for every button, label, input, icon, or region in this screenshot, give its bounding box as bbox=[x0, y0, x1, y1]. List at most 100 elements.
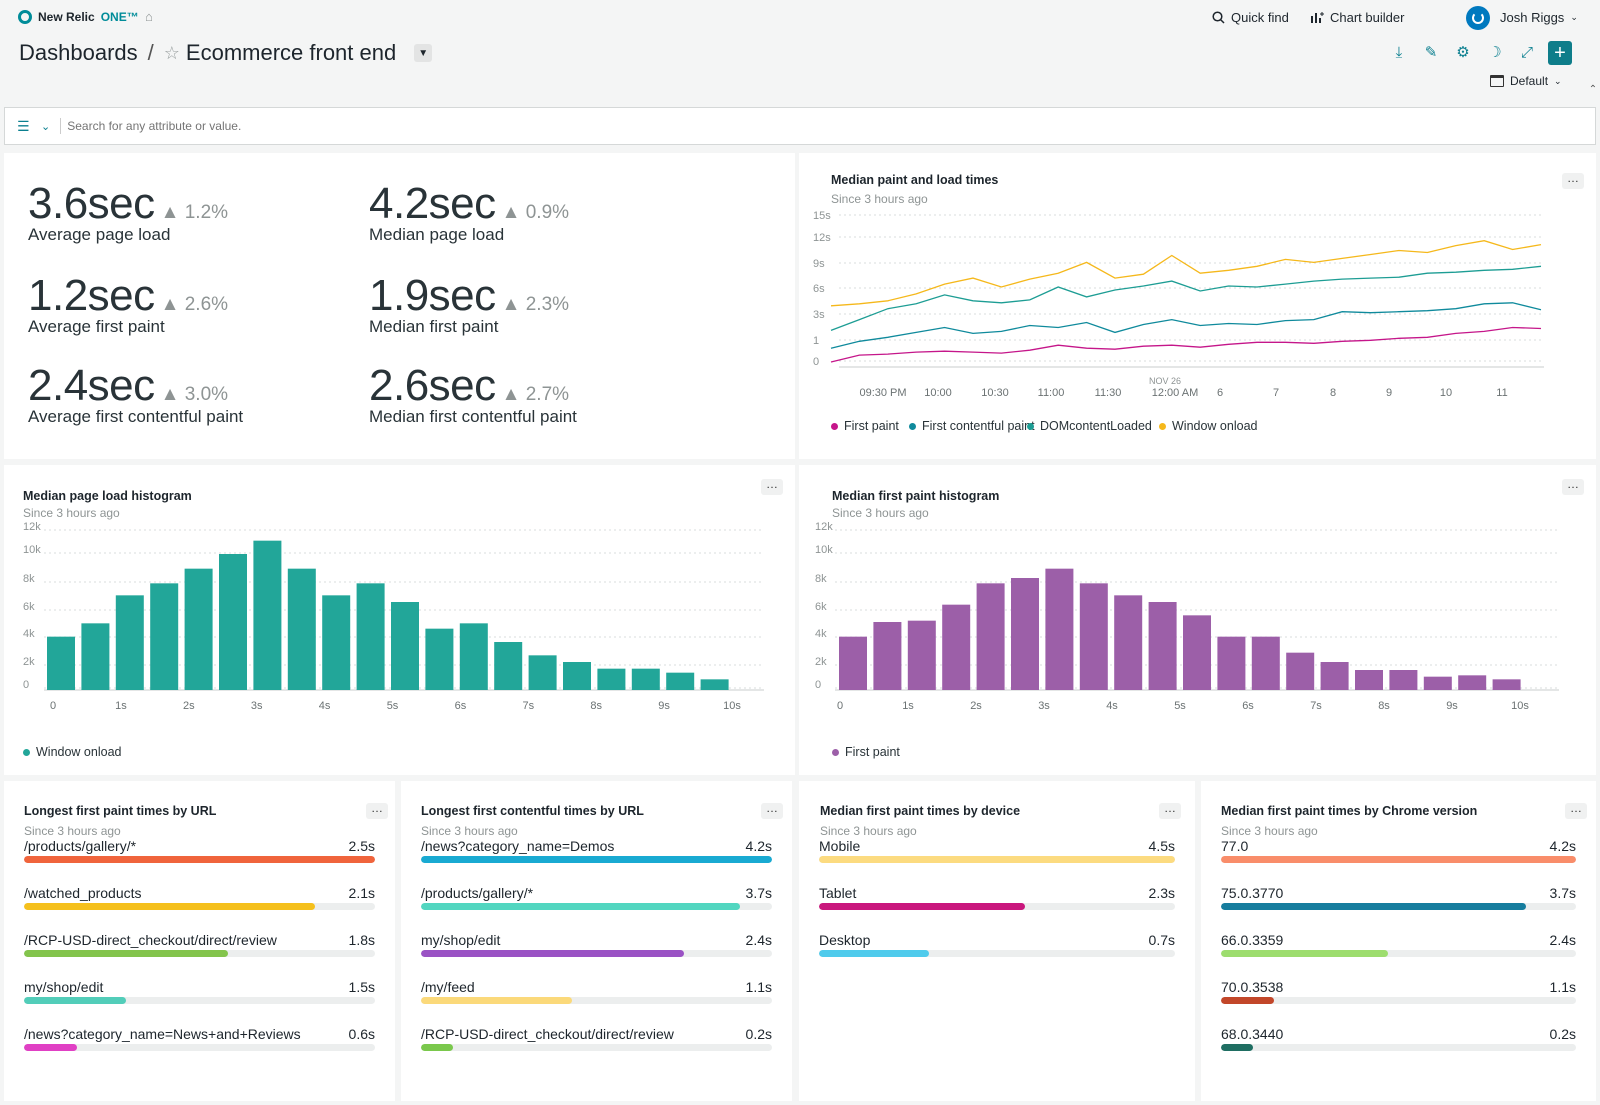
bar-row[interactable]: 70.0.3538 1.1s bbox=[1221, 979, 1576, 1007]
histogram-bar[interactable] bbox=[942, 604, 971, 690]
histogram-bar[interactable] bbox=[1492, 679, 1521, 690]
fullscreen-icon[interactable]: ⤢ bbox=[1520, 44, 1533, 61]
bar-row[interactable]: /my/feed 1.1s bbox=[421, 979, 772, 1007]
user-menu[interactable]: Josh Riggs ⌄ bbox=[1500, 10, 1578, 25]
histogram-bar[interactable] bbox=[184, 568, 213, 690]
histogram-bar[interactable] bbox=[115, 595, 144, 690]
more-options-icon[interactable]: … bbox=[1159, 802, 1181, 819]
more-options-icon[interactable]: … bbox=[761, 802, 783, 819]
bar-row[interactable]: /RCP-USD-direct_checkout/direct/review 1.… bbox=[24, 932, 375, 960]
billboard-label: Median first contentful paint bbox=[369, 407, 577, 426]
histogram-bar[interactable] bbox=[219, 554, 247, 690]
download-icon[interactable]: ⤓ bbox=[1395, 44, 1403, 61]
user-avatar[interactable] bbox=[1466, 6, 1490, 30]
histogram-bar[interactable] bbox=[1114, 595, 1143, 690]
new-relic-logo[interactable]: New Relic ONE™ bbox=[18, 10, 139, 24]
histogram-bar[interactable] bbox=[1079, 583, 1108, 690]
add-widget-button[interactable]: + bbox=[1548, 41, 1572, 65]
histogram-bar[interactable] bbox=[81, 623, 110, 690]
widget-subtitle: Since 3 hours ago bbox=[24, 824, 121, 838]
histogram-bar[interactable] bbox=[1217, 636, 1246, 690]
histogram-bar[interactable] bbox=[1458, 675, 1487, 690]
bar-row[interactable]: /RCP-USD-direct_checkout/direct/review 0.… bbox=[421, 1026, 772, 1054]
legend-item[interactable]: First paint bbox=[831, 419, 899, 433]
histogram-bar[interactable] bbox=[391, 602, 419, 690]
histogram-bar[interactable] bbox=[1045, 568, 1074, 690]
histogram-bar[interactable] bbox=[700, 679, 729, 690]
scroll-up-icon[interactable]: ⌃ bbox=[1588, 84, 1598, 95]
breadcrumb-dashboards[interactable]: Dashboards bbox=[19, 40, 138, 65]
histogram-bar[interactable] bbox=[597, 668, 626, 690]
histogram-bar[interactable] bbox=[150, 583, 179, 690]
chevron-down-icon[interactable]: ⌄ bbox=[41, 120, 51, 133]
histogram-bar[interactable] bbox=[1286, 652, 1315, 690]
histogram-bar[interactable] bbox=[253, 540, 282, 690]
settings-gear-icon[interactable]: ⚙ bbox=[1456, 44, 1470, 61]
bar-row-value: 2.4s bbox=[1549, 932, 1576, 948]
histogram-bar[interactable] bbox=[47, 636, 75, 690]
bar-row[interactable]: my/shop/edit 2.4s bbox=[421, 932, 772, 960]
histogram-bar[interactable] bbox=[356, 583, 385, 690]
more-options-icon[interactable]: … bbox=[1562, 172, 1584, 189]
legend-item[interactable]: Window onload bbox=[1159, 419, 1257, 433]
quick-find-button[interactable]: Quick find bbox=[1212, 10, 1289, 25]
bar-row[interactable]: 75.0.3770 3.7s bbox=[1221, 885, 1576, 913]
dark-mode-icon[interactable]: ☽ bbox=[1488, 44, 1502, 61]
home-icon[interactable]: ⌂ bbox=[145, 9, 153, 24]
histogram-bar[interactable] bbox=[1183, 615, 1211, 690]
histogram-bar[interactable] bbox=[873, 622, 902, 690]
bar-row[interactable]: /news?category_name=News+and+Reviews 0.6s bbox=[24, 1026, 375, 1054]
bar-track bbox=[1221, 950, 1576, 957]
bar-row[interactable]: /watched_products 2.1s bbox=[24, 885, 375, 913]
edit-icon[interactable]: ✎ bbox=[1424, 44, 1438, 61]
legend-item[interactable]: First contentful paint bbox=[909, 419, 1035, 433]
bar-row[interactable]: 66.0.3359 2.4s bbox=[1221, 932, 1576, 960]
y-tick-label: 8k bbox=[815, 573, 827, 585]
histogram-bar[interactable] bbox=[666, 672, 695, 690]
histogram-bar[interactable] bbox=[322, 595, 351, 690]
bar-fill bbox=[1221, 950, 1388, 957]
histogram-bar[interactable] bbox=[425, 628, 454, 690]
title-dropdown-icon[interactable]: ▼ bbox=[414, 44, 433, 62]
histogram-bar[interactable] bbox=[1320, 662, 1349, 690]
legend-item[interactable]: DOMcontentLoaded bbox=[1027, 419, 1152, 433]
x-tick-label: 4s bbox=[319, 700, 331, 712]
bar-row[interactable]: Mobile 4.5s bbox=[819, 838, 1175, 866]
histogram-bar[interactable] bbox=[1423, 676, 1452, 690]
more-options-icon[interactable]: … bbox=[366, 802, 388, 819]
more-options-icon[interactable]: … bbox=[761, 478, 783, 495]
bar-row[interactable]: /news?category_name=Demos 4.2s bbox=[421, 838, 772, 866]
time-picker[interactable]: Default ⌄ bbox=[1490, 74, 1562, 88]
histogram-bar[interactable] bbox=[1389, 670, 1418, 690]
histogram-bar[interactable] bbox=[528, 655, 557, 690]
histogram-bar[interactable] bbox=[494, 642, 523, 690]
histogram-bar[interactable] bbox=[1355, 670, 1383, 690]
bar-row[interactable]: Desktop 0.7s bbox=[819, 932, 1175, 960]
bar-row[interactable]: my/shop/edit 1.5s bbox=[24, 979, 375, 1007]
bar-track bbox=[1221, 903, 1576, 910]
histogram-bar[interactable] bbox=[1011, 578, 1039, 690]
star-icon[interactable]: ☆ bbox=[163, 42, 180, 63]
more-options-icon[interactable]: … bbox=[1562, 478, 1584, 495]
histogram-bar[interactable] bbox=[839, 636, 867, 690]
bar-row[interactable]: Tablet 2.3s bbox=[819, 885, 1175, 913]
histogram-bar[interactable] bbox=[287, 568, 316, 690]
bar-row[interactable]: /products/gallery/* 3.7s bbox=[421, 885, 772, 913]
histogram-bar[interactable] bbox=[907, 620, 936, 690]
filter-icon[interactable]: ☰ bbox=[17, 117, 30, 134]
bar-row[interactable]: 77.0 4.2s bbox=[1221, 838, 1576, 866]
histogram-bar[interactable] bbox=[563, 662, 591, 690]
bar-row[interactable]: 68.0.3440 0.2s bbox=[1221, 1026, 1576, 1054]
billboard-value: 2.6sec bbox=[369, 361, 496, 410]
histogram-bar[interactable] bbox=[459, 623, 488, 690]
chart-builder-button[interactable]: Chart builder bbox=[1310, 10, 1404, 25]
bar-row[interactable]: /products/gallery/* 2.5s bbox=[24, 838, 375, 866]
histogram-bar[interactable] bbox=[1251, 636, 1280, 690]
filter-search-input[interactable] bbox=[67, 119, 668, 133]
more-options-icon[interactable]: … bbox=[1565, 802, 1587, 819]
histogram-bar[interactable] bbox=[631, 668, 660, 690]
x-tick-label: 5s bbox=[1174, 700, 1186, 712]
histogram-bar[interactable] bbox=[976, 583, 1005, 690]
histogram-bar[interactable] bbox=[1148, 602, 1177, 690]
billboard-widget: 3.6sec ▲ 1.2% Average page load 4.2sec ▲ 0… bbox=[4, 153, 795, 459]
